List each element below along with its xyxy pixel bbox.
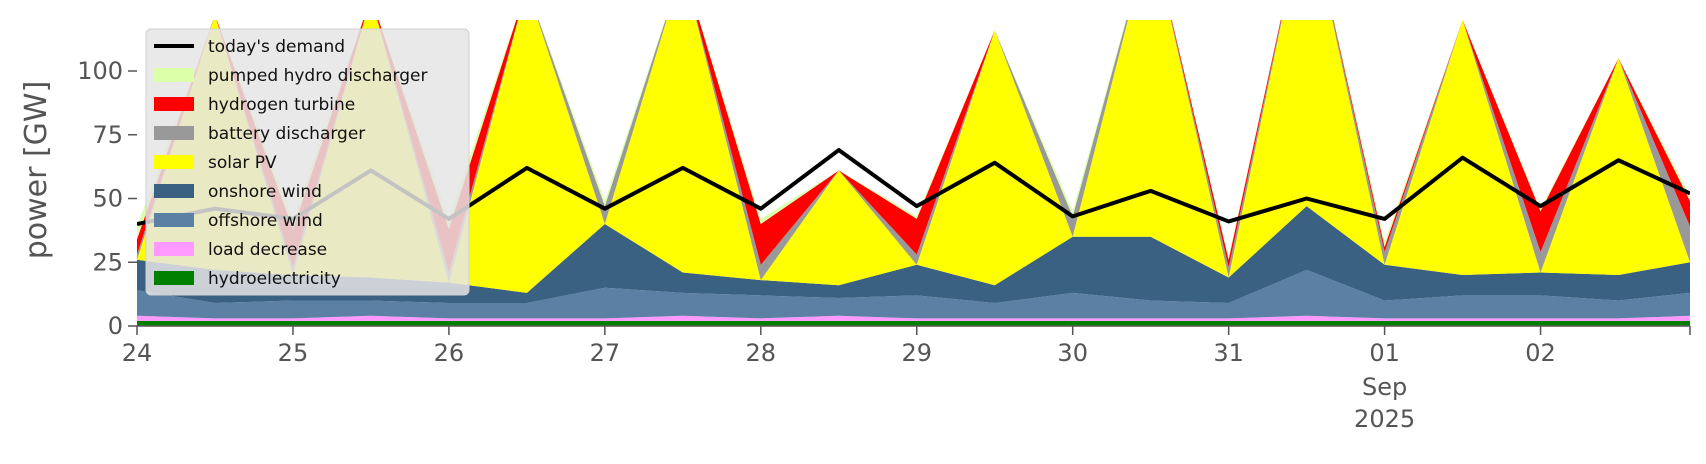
x-tick-sublabel: 2025 [1354, 405, 1415, 433]
x-tick-label: 29 [901, 339, 932, 367]
legend-label-pumped-hydro-discharger: pumped hydro discharger [208, 66, 427, 86]
legend-swatch-load-decrease [154, 242, 194, 256]
x-tick-label: 30 [1057, 339, 1088, 367]
legend-swatch-onshore-wind [154, 184, 194, 198]
legend-label-offshore-wind: offshore wind [208, 211, 323, 231]
x-tick-label: 01 [1369, 339, 1400, 367]
x-tick-sublabel: Sep [1362, 373, 1407, 401]
legend-swatch-battery-discharger [154, 126, 194, 140]
area-load-decrease [137, 315, 1690, 321]
legend-label-onshore-wind: onshore wind [208, 182, 322, 202]
legend-label-load-decrease: load decrease [208, 240, 327, 260]
axes-layer: 0 25 50 75 100 24 25 26 27 28 29 30 31 01 02 Sep 2025 [77, 57, 1691, 433]
legend: today's demand pumped hydro discharger hyd… [145, 28, 470, 296]
legend-swatch-offshore-wind [154, 213, 194, 227]
x-tick-label: 02 [1525, 339, 1556, 367]
legend-swatch-hydrogen-turbine [154, 97, 194, 111]
legend-label-today-s-demand: today's demand [208, 37, 345, 57]
area-solar-pv [137, 20, 1690, 293]
area-hydroelectricity [137, 320, 1690, 326]
y-axis-label: power [GW] [19, 81, 54, 260]
x-tick-label: 25 [278, 339, 309, 367]
x-tick-label: 24 [122, 339, 153, 367]
legend-label-hydrogen-turbine: hydrogen turbine [208, 95, 355, 115]
legend-label-hydroelectricity: hydroelectricity [208, 269, 341, 289]
legend-swatch-hydroelectricity [154, 271, 194, 285]
legend-label-solar-pv: solar PV [208, 153, 277, 173]
y-tick-label: 100 [77, 57, 123, 85]
x-tick-label: 28 [746, 339, 777, 367]
legend-label-battery-discharger: battery discharger [208, 124, 365, 144]
legend-swatch-pumped-hydro-discharger [154, 68, 194, 82]
y-tick-label: 50 [92, 185, 123, 213]
x-tick-label: 31 [1213, 339, 1244, 367]
y-tick-label: 25 [92, 248, 123, 276]
area-offshore-wind [137, 269, 1690, 319]
y-tick-label: 0 [108, 312, 123, 340]
area-onshore-wind [137, 206, 1690, 304]
legend-box [145, 28, 470, 296]
legend-swatch-solar-pv [154, 155, 194, 169]
x-tick-label: 26 [434, 339, 465, 367]
y-tick-label: 75 [92, 121, 123, 149]
x-tick-label: 27 [590, 339, 621, 367]
